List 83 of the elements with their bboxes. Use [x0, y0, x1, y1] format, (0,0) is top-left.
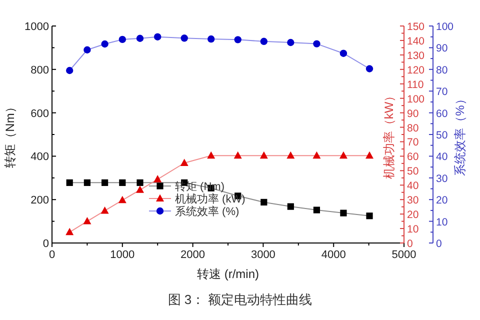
y2-tick-label: 130	[407, 50, 425, 62]
point	[234, 151, 242, 159]
point	[287, 38, 294, 46]
x-tick-label: 3000	[250, 249, 276, 261]
y2-tick-label: 100	[407, 93, 425, 106]
point	[313, 40, 320, 48]
point	[66, 179, 73, 186]
y2-tick-label: 70	[407, 136, 419, 149]
y3-tick-label: 60	[436, 108, 448, 120]
point	[83, 217, 92, 224]
y-tick-label: 400	[30, 151, 49, 164]
y2-axis-title: 机械功率（kW）	[382, 90, 396, 180]
point	[312, 151, 321, 159]
y2-tick-label: 80	[407, 122, 419, 134]
y2-tick-label: 50	[407, 166, 419, 178]
x-tick-label: 2000	[180, 249, 206, 261]
point	[340, 50, 348, 57]
caption: 图 3： 额定电动特性曲线	[168, 292, 312, 307]
y3-tick-label: 40	[436, 151, 448, 164]
y2-tick-label: 140	[407, 35, 425, 48]
point	[208, 35, 215, 43]
y2-tick-label: 30	[407, 194, 419, 207]
point	[207, 151, 216, 159]
legend-label: 机械功率 (kW)	[175, 192, 246, 206]
y3-tick-label: 0	[436, 238, 442, 250]
point	[66, 228, 74, 236]
point	[366, 212, 373, 220]
y2-tick-label: 120	[407, 64, 425, 76]
point	[313, 206, 320, 214]
y-axis-title: 转矩（Nm）	[3, 101, 17, 168]
point	[234, 36, 242, 44]
y2-tick-label: 90	[407, 108, 419, 120]
point	[136, 179, 144, 186]
point	[339, 151, 348, 159]
y-tick-label: 200	[30, 194, 49, 207]
y3-tick-label: 90	[436, 42, 448, 55]
y-tick-label: 800	[30, 64, 49, 76]
y3-tick-label: 30	[436, 172, 448, 185]
x-axis-title: 转速 (r/min)	[197, 267, 259, 281]
y2-tick-label: 20	[407, 209, 419, 222]
point	[366, 151, 374, 159]
y-tick-label: 0	[42, 238, 49, 250]
point	[102, 179, 108, 186]
y3-tick-label: 50	[436, 130, 448, 142]
y2-tick-label: 150	[407, 21, 425, 33]
point	[260, 38, 268, 46]
y3-tick-label: 80	[436, 64, 448, 76]
y-tick-label: 1000	[24, 21, 49, 33]
y2-tick-label: 10	[407, 224, 419, 236]
y3-tick-label: 20	[436, 194, 448, 207]
y3-axis-title: 系统效率（%）	[453, 93, 467, 176]
y3-tick-label: 10	[436, 216, 448, 228]
point	[154, 33, 162, 40]
point	[260, 151, 268, 159]
point	[119, 179, 126, 186]
y3-tick-label: 100	[436, 21, 454, 33]
point	[118, 36, 126, 44]
point	[136, 34, 144, 42]
y2-tick-label: 40	[407, 180, 419, 192]
x-tick-label: 4000	[321, 249, 346, 261]
point	[287, 203, 294, 210]
x-tick-label: 5000	[392, 249, 416, 261]
point	[340, 210, 347, 216]
point	[286, 151, 295, 159]
point	[366, 65, 374, 72]
point	[260, 198, 268, 206]
point	[118, 196, 126, 204]
legend-label: 系统效率 (%)	[175, 205, 240, 218]
y2-tick-label: 110	[407, 78, 424, 91]
point	[66, 66, 74, 74]
y-tick-label: 600	[30, 108, 49, 120]
x-tick-label: 1000	[110, 249, 135, 261]
y3-tick-label: 70	[436, 86, 448, 98]
point	[84, 179, 90, 186]
point	[101, 40, 108, 48]
point	[100, 206, 109, 214]
point	[84, 46, 91, 54]
y2-tick-label: 0	[407, 238, 413, 250]
point	[180, 34, 188, 42]
y2-tick-label: 60	[407, 151, 419, 164]
point	[136, 186, 144, 193]
point	[180, 158, 188, 166]
point	[154, 175, 162, 182]
